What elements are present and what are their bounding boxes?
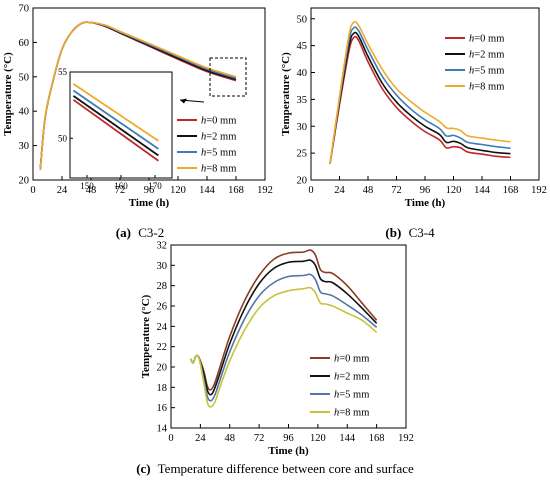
x-tick-label: 48 xyxy=(86,185,97,196)
y-tick-label: 30 xyxy=(297,122,308,133)
y-tick-label: 40 xyxy=(297,68,308,79)
chart-panel-b: 0 24 48 72 96 120 144 168 192 20 25 30 35 40 45 50 Time … xyxy=(280,7,547,209)
legend-label: h=5 mm xyxy=(201,148,236,159)
y-tick-label: 70 xyxy=(19,4,30,15)
x-tick-label: 48 xyxy=(363,185,374,196)
series-line xyxy=(329,20,511,164)
y-tick-label: 30 xyxy=(157,261,168,272)
inset-x-tick-label: 170 xyxy=(148,181,162,191)
series-line xyxy=(329,31,511,165)
series-line xyxy=(189,286,378,408)
x-tick-label: 0 xyxy=(308,185,313,196)
legend-label: h=0 mm xyxy=(334,354,369,365)
x-tick-label: 144 xyxy=(199,185,216,196)
y-tick-label: 20 xyxy=(157,363,168,374)
chart-panel-c: 0 24 48 72 96 120 144 168 192 14 16 18 20 22 24 26 28 30 3… xyxy=(140,241,414,458)
x-tick-label: 0 xyxy=(30,185,35,196)
y-tick-label: 28 xyxy=(157,281,168,292)
x-tick-label: 96 xyxy=(420,185,431,196)
legend-label: h=8 mm xyxy=(201,164,236,175)
y-tick-label: 50 xyxy=(19,72,30,83)
legend-label: h=0 mm xyxy=(201,116,236,127)
y-axis-label: Temperature (°C) xyxy=(280,52,292,136)
x-tick-label: 192 xyxy=(257,185,273,196)
y-tick-label: 45 xyxy=(297,41,308,52)
y-tick-label: 30 xyxy=(19,141,30,152)
series-line xyxy=(189,249,378,391)
inset-series-line xyxy=(72,95,159,157)
inset-x-tick-label: 160 xyxy=(114,181,128,191)
x-tick-label: 96 xyxy=(283,433,294,444)
zoom-arrow-head xyxy=(180,98,187,104)
y-tick-label: 24 xyxy=(157,322,168,333)
inset-frame xyxy=(69,71,173,179)
inset-y-tick-label: 55 xyxy=(58,67,68,77)
x-tick-label: 120 xyxy=(170,185,186,196)
legend-label: h=8 mm xyxy=(469,82,504,93)
x-axis-label: Time (h) xyxy=(129,197,170,209)
x-tick-label: 168 xyxy=(369,433,385,444)
x-tick-label: 72 xyxy=(391,185,402,196)
caption-c: (c) Temperature difference between core … xyxy=(136,461,414,476)
x-tick-label: 72 xyxy=(254,433,265,444)
series-line xyxy=(329,35,511,165)
y-tick-label: 32 xyxy=(157,241,168,252)
inset-series-line xyxy=(72,83,159,142)
legend-label: h=2 mm xyxy=(334,372,369,383)
x-tick-label: 96 xyxy=(144,185,155,196)
x-tick-label: 120 xyxy=(310,433,326,444)
y-tick-label: 25 xyxy=(297,149,308,160)
legend-label: h=5 mm xyxy=(334,390,369,401)
chart-panel-a: 0 24 48 72 96 120 144 168 192 20 30 40 50 60 70 Time (h… xyxy=(2,4,273,210)
inset-series-line xyxy=(72,89,159,150)
x-tick-label: 24 xyxy=(334,185,345,196)
inset-series-line xyxy=(72,99,159,162)
y-axis-label: Temperature (°C) xyxy=(2,52,14,136)
legend-label: h=5 mm xyxy=(469,66,504,77)
series-line xyxy=(329,26,511,164)
inset-x-tick-label: 150 xyxy=(80,181,94,191)
x-axis-label: Time (h) xyxy=(405,197,446,209)
x-tick-label: 24 xyxy=(195,433,206,444)
y-tick-label: 60 xyxy=(19,38,30,49)
y-tick-label: 26 xyxy=(157,302,168,313)
x-tick-label: 168 xyxy=(503,185,519,196)
x-tick-label: 192 xyxy=(531,185,547,196)
zoom-region-box xyxy=(209,57,247,97)
x-tick-label: 48 xyxy=(225,433,236,444)
plot-frame xyxy=(310,7,540,181)
series-line xyxy=(39,21,237,170)
x-tick-label: 72 xyxy=(115,185,126,196)
y-tick-label: 14 xyxy=(157,424,168,435)
inset-y-tick-label: 50 xyxy=(58,133,68,143)
y-tick-label: 22 xyxy=(157,342,168,353)
y-tick-label: 20 xyxy=(19,176,30,187)
legend-label: h=2 mm xyxy=(469,50,504,61)
x-tick-label: 0 xyxy=(168,433,173,444)
legend-label: h=0 mm xyxy=(469,34,504,45)
y-tick-label: 35 xyxy=(297,95,308,106)
y-tick-label: 18 xyxy=(157,383,168,394)
x-tick-label: 24 xyxy=(57,185,68,196)
y-axis-label: Temperature (°C) xyxy=(140,294,152,378)
x-tick-label: 144 xyxy=(474,185,491,196)
y-tick-label: 40 xyxy=(19,107,30,118)
legend-label: h=2 mm xyxy=(201,132,236,143)
x-tick-label: 144 xyxy=(339,433,356,444)
x-tick-label: 192 xyxy=(398,433,414,444)
y-tick-label: 16 xyxy=(157,403,168,414)
y-tick-label: 50 xyxy=(297,14,308,25)
caption-b: (b) C3-4 xyxy=(385,225,435,240)
x-axis-label: Time (h) xyxy=(268,445,309,457)
x-tick-label: 168 xyxy=(228,185,244,196)
y-tick-label: 20 xyxy=(297,176,308,187)
legend-label: h=8 mm xyxy=(334,408,369,419)
x-tick-label: 120 xyxy=(446,185,462,196)
caption-a: (a) C3-2 xyxy=(116,225,164,240)
